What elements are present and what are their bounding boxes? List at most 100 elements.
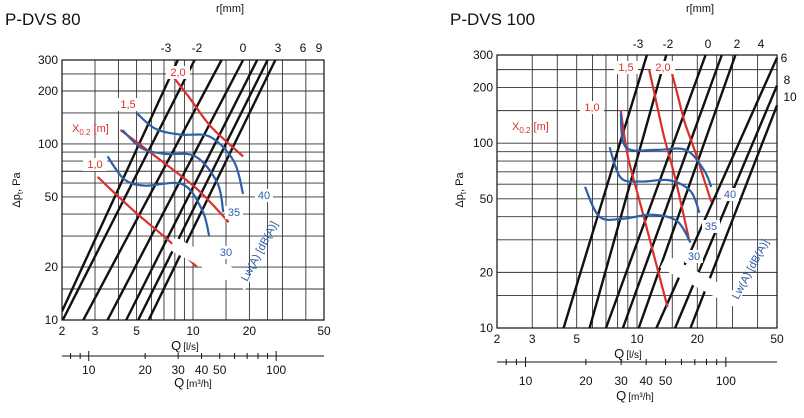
throw-curve (119, 129, 230, 223)
x-tick-label: 3 (529, 332, 536, 346)
noise-legend-bg (169, 237, 252, 291)
noise-label-bg (255, 189, 273, 202)
pressure-line (106, 59, 245, 320)
noise-curve (608, 146, 701, 214)
r-tick-label: 2 (734, 37, 741, 51)
x-tick-label: 5 (133, 324, 140, 338)
r-tick-label: 3 (275, 41, 282, 55)
throw-label-bg (83, 158, 107, 171)
r-tick-label: -2 (663, 37, 674, 51)
y-axis-label: Δpt, Pa (11, 171, 25, 207)
r-tick-label: -3 (633, 37, 644, 51)
r-tick-label: 6 (781, 51, 788, 65)
throw-curve (648, 69, 691, 241)
noise-legend-bg (660, 255, 743, 309)
throw-curve-label: 2,0 (655, 62, 670, 74)
x-tick-label: 5 (573, 332, 580, 346)
r-tick-label: -2 (192, 41, 203, 55)
y-tick-label: 10 (480, 321, 494, 335)
pressure-line (621, 54, 723, 328)
m3h-tick-label: 100 (716, 374, 736, 388)
noise-curve (583, 186, 692, 244)
r-axis-label: r[mm] (216, 3, 244, 15)
y-tick-label: 50 (45, 190, 59, 204)
x2-axis-label: Q [m³/h] (174, 375, 212, 390)
noise-curve-label: 40 (258, 190, 270, 202)
noise-label-bg (217, 246, 235, 259)
pressure-line (562, 54, 649, 328)
y-tick-label: 50 (480, 192, 494, 206)
y-tick-label: 100 (38, 137, 58, 151)
throw-label-bg (116, 98, 140, 111)
m3h-tick-label: 100 (266, 363, 286, 377)
chart-title: P-DVS 100 (450, 10, 535, 29)
y-axis-label: Δpt, Pa (454, 171, 468, 207)
r-axis-label: r[mm] (686, 3, 714, 15)
plot-frame (61, 59, 325, 321)
m3h-tick-label: 20 (138, 363, 152, 377)
r-tick-label: 0 (240, 41, 247, 55)
y-tick-label: 300 (473, 48, 493, 62)
throw-label-bg (166, 66, 190, 79)
pressure-line (604, 54, 707, 328)
throw-curve-label: 1,5 (618, 62, 633, 74)
pressure-line (62, 59, 196, 320)
r-tick-label: 9 (316, 41, 323, 55)
noise-label-bg (225, 206, 243, 219)
r-tick-label: 0 (705, 37, 712, 51)
x-tick-label: 50 (770, 332, 784, 346)
throw-curve (165, 67, 244, 158)
throw-curve (668, 63, 713, 203)
x-tick-label: 3 (92, 324, 99, 338)
m3h-tick-label: 10 (519, 374, 533, 388)
throw-label-bg (651, 61, 675, 74)
plot-frame (496, 54, 778, 329)
throw-legend-label: X0.2 [m] (72, 123, 109, 137)
pressure-line (655, 57, 779, 328)
r-tick-label: 4 (758, 37, 765, 51)
noise-curve (121, 129, 225, 213)
pressure-line (588, 54, 668, 328)
pressure-line (147, 59, 277, 320)
pressure-line (125, 59, 259, 320)
y-tick-label: 100 (473, 136, 493, 150)
noise-legend-label: Lw(A) [dB(A)] (730, 237, 772, 301)
noise-curve (106, 155, 211, 237)
grid (61, 59, 325, 321)
m3h-tick-label: 20 (579, 374, 593, 388)
x-axis-label: Q [l/s] (614, 346, 642, 361)
x-tick-label: 50 (317, 324, 331, 338)
noise-label-bg (702, 220, 720, 233)
x2-axis-label: Q [m³/h] (616, 388, 654, 403)
throw-label-bg (580, 101, 604, 114)
noise-curve-label: 35 (705, 221, 717, 233)
throw-curve-label: 2,0 (170, 67, 185, 79)
m3h-tick-label: 10 (82, 363, 96, 377)
y-tick-label: 20 (480, 265, 494, 279)
noise-curve (619, 113, 713, 188)
r-tick-label: 10 (783, 90, 797, 104)
throw-legend-label: X0.2 [m] (512, 121, 549, 135)
noise-curve-label: 30 (220, 247, 232, 259)
y-tick-label: 300 (38, 53, 58, 67)
x-tick-label: 20 (243, 324, 257, 338)
pressure-line (82, 59, 223, 320)
r-tick-label: 8 (784, 73, 791, 87)
noise-curve-label: 30 (688, 251, 700, 263)
throw-curve (619, 110, 669, 308)
x-tick-label: 2 (59, 324, 66, 338)
pressure-line (62, 59, 179, 312)
m3h-tick-label: 30 (171, 363, 185, 377)
x-tick-label: 10 (186, 324, 200, 338)
y-tick-label: 10 (45, 313, 59, 327)
x-axis-label: Q [l/s] (171, 338, 199, 353)
y-tick-label: 200 (473, 81, 493, 95)
noise-legend-label: Lw(A) [dB(A)] (239, 219, 281, 283)
pressure-line (674, 85, 779, 328)
x-tick-label: 20 (691, 332, 705, 346)
throw-label-bg (614, 61, 638, 74)
m3h-tick-label: 40 (639, 374, 653, 388)
throw-curve-label: 1,5 (120, 99, 135, 111)
